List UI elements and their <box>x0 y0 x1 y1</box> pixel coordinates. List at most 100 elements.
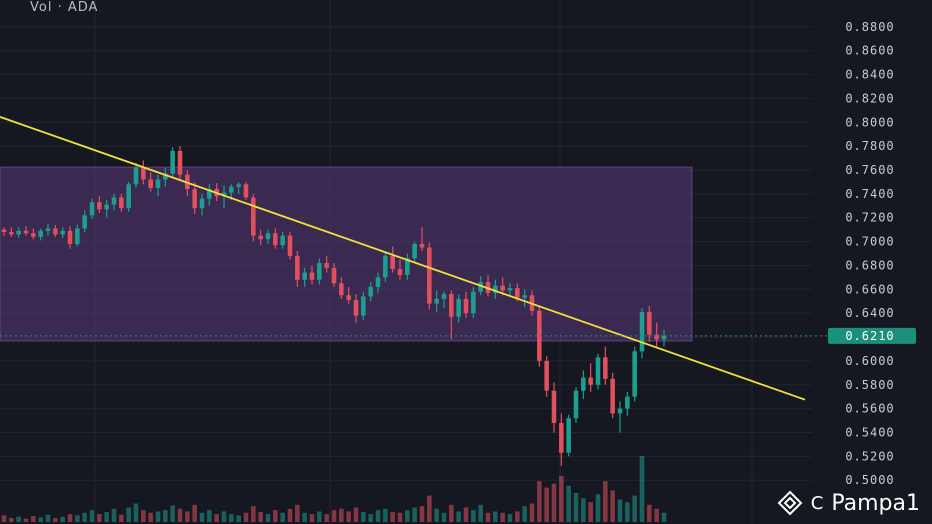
candle-body-57 <box>419 243 425 248</box>
candle-body-39 <box>287 235 293 256</box>
volume-bar-44 <box>324 514 329 522</box>
candle-body-76 <box>559 422 564 453</box>
volume-bar-64 <box>471 510 476 522</box>
volume-bar-4 <box>31 516 36 522</box>
axis-tick-18: 0.5200 <box>845 449 894 463</box>
volume-bar-57 <box>419 506 425 522</box>
candle-body-48 <box>353 300 359 316</box>
candle-body-80 <box>588 377 593 385</box>
candle-body-85 <box>625 396 630 409</box>
volume-bar-90 <box>661 512 667 522</box>
axis-tick-8: 0.7200 <box>845 211 894 225</box>
candle-body-9 <box>67 230 73 244</box>
volume-bar-45 <box>331 510 337 522</box>
candles <box>1 146 667 466</box>
volume-bar-83 <box>610 490 615 522</box>
volume-bar-87 <box>639 456 645 522</box>
candle-body-52 <box>383 255 388 278</box>
candle-body-67 <box>493 285 498 293</box>
candle-body-73 <box>537 310 542 361</box>
candle-body-31 <box>229 186 234 193</box>
volume-bar-68 <box>500 512 505 522</box>
watermark: C Pampa1 <box>777 490 920 516</box>
candle-body-37 <box>273 233 278 246</box>
volume-bar-56 <box>412 507 417 522</box>
axis-tick-4: 0.8000 <box>845 115 894 129</box>
volume-bar-69 <box>507 514 513 522</box>
candle-body-8 <box>60 230 65 235</box>
volume-label: Vol · ADA <box>30 0 99 15</box>
axis-tick-3: 0.8200 <box>845 91 894 105</box>
volume-bar-25 <box>185 511 190 522</box>
candle-body-36 <box>265 233 271 240</box>
axis-tick-15: 0.5800 <box>845 378 894 392</box>
candle-body-18 <box>133 167 139 185</box>
volume-bar-76 <box>559 475 564 522</box>
volume-bar-22 <box>163 510 168 522</box>
resistance-zone <box>0 166 693 342</box>
axis-tick-12: 0.6400 <box>845 306 894 320</box>
volume-bar-52 <box>383 508 388 522</box>
candle-body-15 <box>111 197 117 205</box>
candle-body-17 <box>126 184 131 209</box>
volume-bar-10 <box>75 515 80 522</box>
volume-bar-20 <box>148 512 153 522</box>
candle-body-89 <box>654 334 659 340</box>
candle-body-3 <box>23 230 29 234</box>
candle-body-59 <box>434 298 439 304</box>
candle-body-35 <box>258 235 263 240</box>
volume-bar-0 <box>1 515 7 522</box>
volume-bar-42 <box>309 514 315 522</box>
volume-bar-47 <box>346 511 351 522</box>
volume-bar-27 <box>199 512 205 522</box>
candle-body-26 <box>192 189 197 209</box>
candle-body-78 <box>573 390 579 419</box>
current-price-value: 0.6210 <box>845 329 894 343</box>
volume-bar-35 <box>258 512 263 522</box>
volume-bar-67 <box>493 511 498 522</box>
candle-body-56 <box>412 243 417 259</box>
volume-bar-73 <box>537 481 542 522</box>
candle-body-71 <box>522 295 527 298</box>
candle-body-81 <box>595 357 601 385</box>
candle-body-12 <box>89 202 95 216</box>
volume-bar-38 <box>280 512 285 522</box>
volume-bar-43 <box>317 511 322 522</box>
volume-bar-49 <box>361 512 366 522</box>
volume-bar-88 <box>647 504 652 522</box>
candle-body-61 <box>449 294 454 317</box>
volume-bar-33 <box>243 512 249 522</box>
candle-body-83 <box>610 378 615 414</box>
candle-body-60 <box>441 294 447 299</box>
axis-tick-9: 0.7000 <box>845 235 894 249</box>
candle-body-34 <box>251 197 256 236</box>
candle-body-4 <box>31 233 36 237</box>
diamond-logo-icon <box>777 490 803 516</box>
candle-body-5 <box>38 230 43 237</box>
volume-bar-39 <box>287 508 293 522</box>
candle-body-38 <box>280 235 285 246</box>
candle-body-28 <box>207 189 212 199</box>
candle-body-22 <box>163 173 168 180</box>
volume-bar-8 <box>60 516 65 522</box>
axis-tick-10: 0.6800 <box>845 258 894 272</box>
candle-body-32 <box>236 184 241 187</box>
volume-bar-14 <box>104 512 109 522</box>
volume-bar-1 <box>9 518 14 522</box>
volume-bar-26 <box>192 504 197 522</box>
candle-body-88 <box>647 311 652 335</box>
volume-bar-17 <box>126 507 131 522</box>
candle-body-79 <box>581 377 586 391</box>
volume-bar-12 <box>89 510 95 522</box>
volume-bar-37 <box>273 510 278 522</box>
volume-bar-71 <box>522 506 527 522</box>
volume-bar-85 <box>625 502 630 522</box>
volume-bar-29 <box>214 514 219 522</box>
candle-body-6 <box>45 228 51 231</box>
candle-body-90 <box>661 335 667 340</box>
volume-bar-60 <box>441 512 447 522</box>
volume-bar-50 <box>368 514 373 522</box>
candle-body-82 <box>603 357 608 379</box>
price-axis[interactable]: 0.8800 0.8600 0.8400 0.8200 0.8000 0.7800 0.76… <box>845 20 894 487</box>
